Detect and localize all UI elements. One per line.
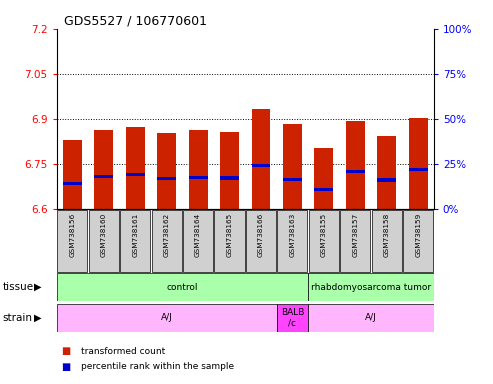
Text: GSM738155: GSM738155 [321, 212, 327, 257]
Bar [315, 188, 333, 191]
Bar [63, 140, 82, 209]
FancyBboxPatch shape [120, 210, 150, 272]
Bar [251, 164, 270, 167]
Text: GSM738159: GSM738159 [415, 212, 421, 257]
Text: A/J: A/J [161, 313, 173, 322]
Text: GSM738165: GSM738165 [227, 212, 233, 257]
FancyBboxPatch shape [183, 210, 213, 272]
FancyBboxPatch shape [152, 210, 182, 272]
Text: strain: strain [2, 313, 33, 323]
FancyBboxPatch shape [57, 273, 308, 301]
FancyBboxPatch shape [309, 210, 339, 272]
FancyBboxPatch shape [308, 304, 434, 331]
Text: ▶: ▶ [34, 282, 41, 292]
Bar [346, 170, 365, 173]
FancyBboxPatch shape [214, 210, 245, 272]
Bar [251, 109, 270, 209]
Bar [220, 176, 239, 180]
Bar [189, 131, 208, 209]
Bar [377, 179, 396, 182]
Text: GSM738161: GSM738161 [132, 212, 138, 257]
FancyBboxPatch shape [372, 210, 402, 272]
Text: ▶: ▶ [34, 313, 41, 323]
Bar [157, 177, 176, 180]
Bar [220, 132, 239, 209]
Text: GDS5527 / 106770601: GDS5527 / 106770601 [64, 15, 207, 28]
Text: GSM738162: GSM738162 [164, 212, 170, 257]
Text: A/J: A/J [365, 313, 377, 322]
Text: ■: ■ [62, 362, 71, 372]
Text: GSM738157: GSM738157 [352, 212, 358, 257]
FancyBboxPatch shape [277, 304, 308, 331]
Text: percentile rank within the sample: percentile rank within the sample [81, 362, 235, 371]
Bar [63, 182, 82, 185]
Bar [157, 132, 176, 209]
Text: ■: ■ [62, 346, 71, 356]
Text: GSM738163: GSM738163 [289, 212, 295, 257]
Text: GSM738164: GSM738164 [195, 212, 201, 257]
FancyBboxPatch shape [89, 210, 119, 272]
FancyBboxPatch shape [278, 210, 308, 272]
Bar [315, 147, 333, 209]
Bar [283, 178, 302, 182]
Text: transformed count: transformed count [81, 347, 166, 356]
FancyBboxPatch shape [340, 210, 370, 272]
Bar [189, 176, 208, 179]
Text: control: control [167, 283, 198, 291]
Text: GSM738160: GSM738160 [101, 212, 107, 257]
Bar [94, 129, 113, 209]
Bar [409, 118, 427, 209]
Bar [283, 124, 302, 209]
FancyBboxPatch shape [246, 210, 276, 272]
Bar [94, 175, 113, 178]
Text: GSM738158: GSM738158 [384, 212, 389, 257]
Bar [346, 121, 365, 209]
FancyBboxPatch shape [308, 273, 434, 301]
Text: GSM738166: GSM738166 [258, 212, 264, 257]
Bar [126, 173, 145, 176]
Bar [409, 168, 427, 171]
FancyBboxPatch shape [403, 210, 433, 272]
FancyBboxPatch shape [57, 304, 277, 331]
Bar [377, 136, 396, 209]
Text: BALB
/c: BALB /c [281, 308, 304, 328]
Bar [126, 127, 145, 209]
FancyBboxPatch shape [57, 210, 87, 272]
Text: GSM738156: GSM738156 [70, 212, 75, 257]
Text: tissue: tissue [2, 282, 34, 292]
Text: rhabdomyosarcoma tumor: rhabdomyosarcoma tumor [311, 283, 431, 291]
